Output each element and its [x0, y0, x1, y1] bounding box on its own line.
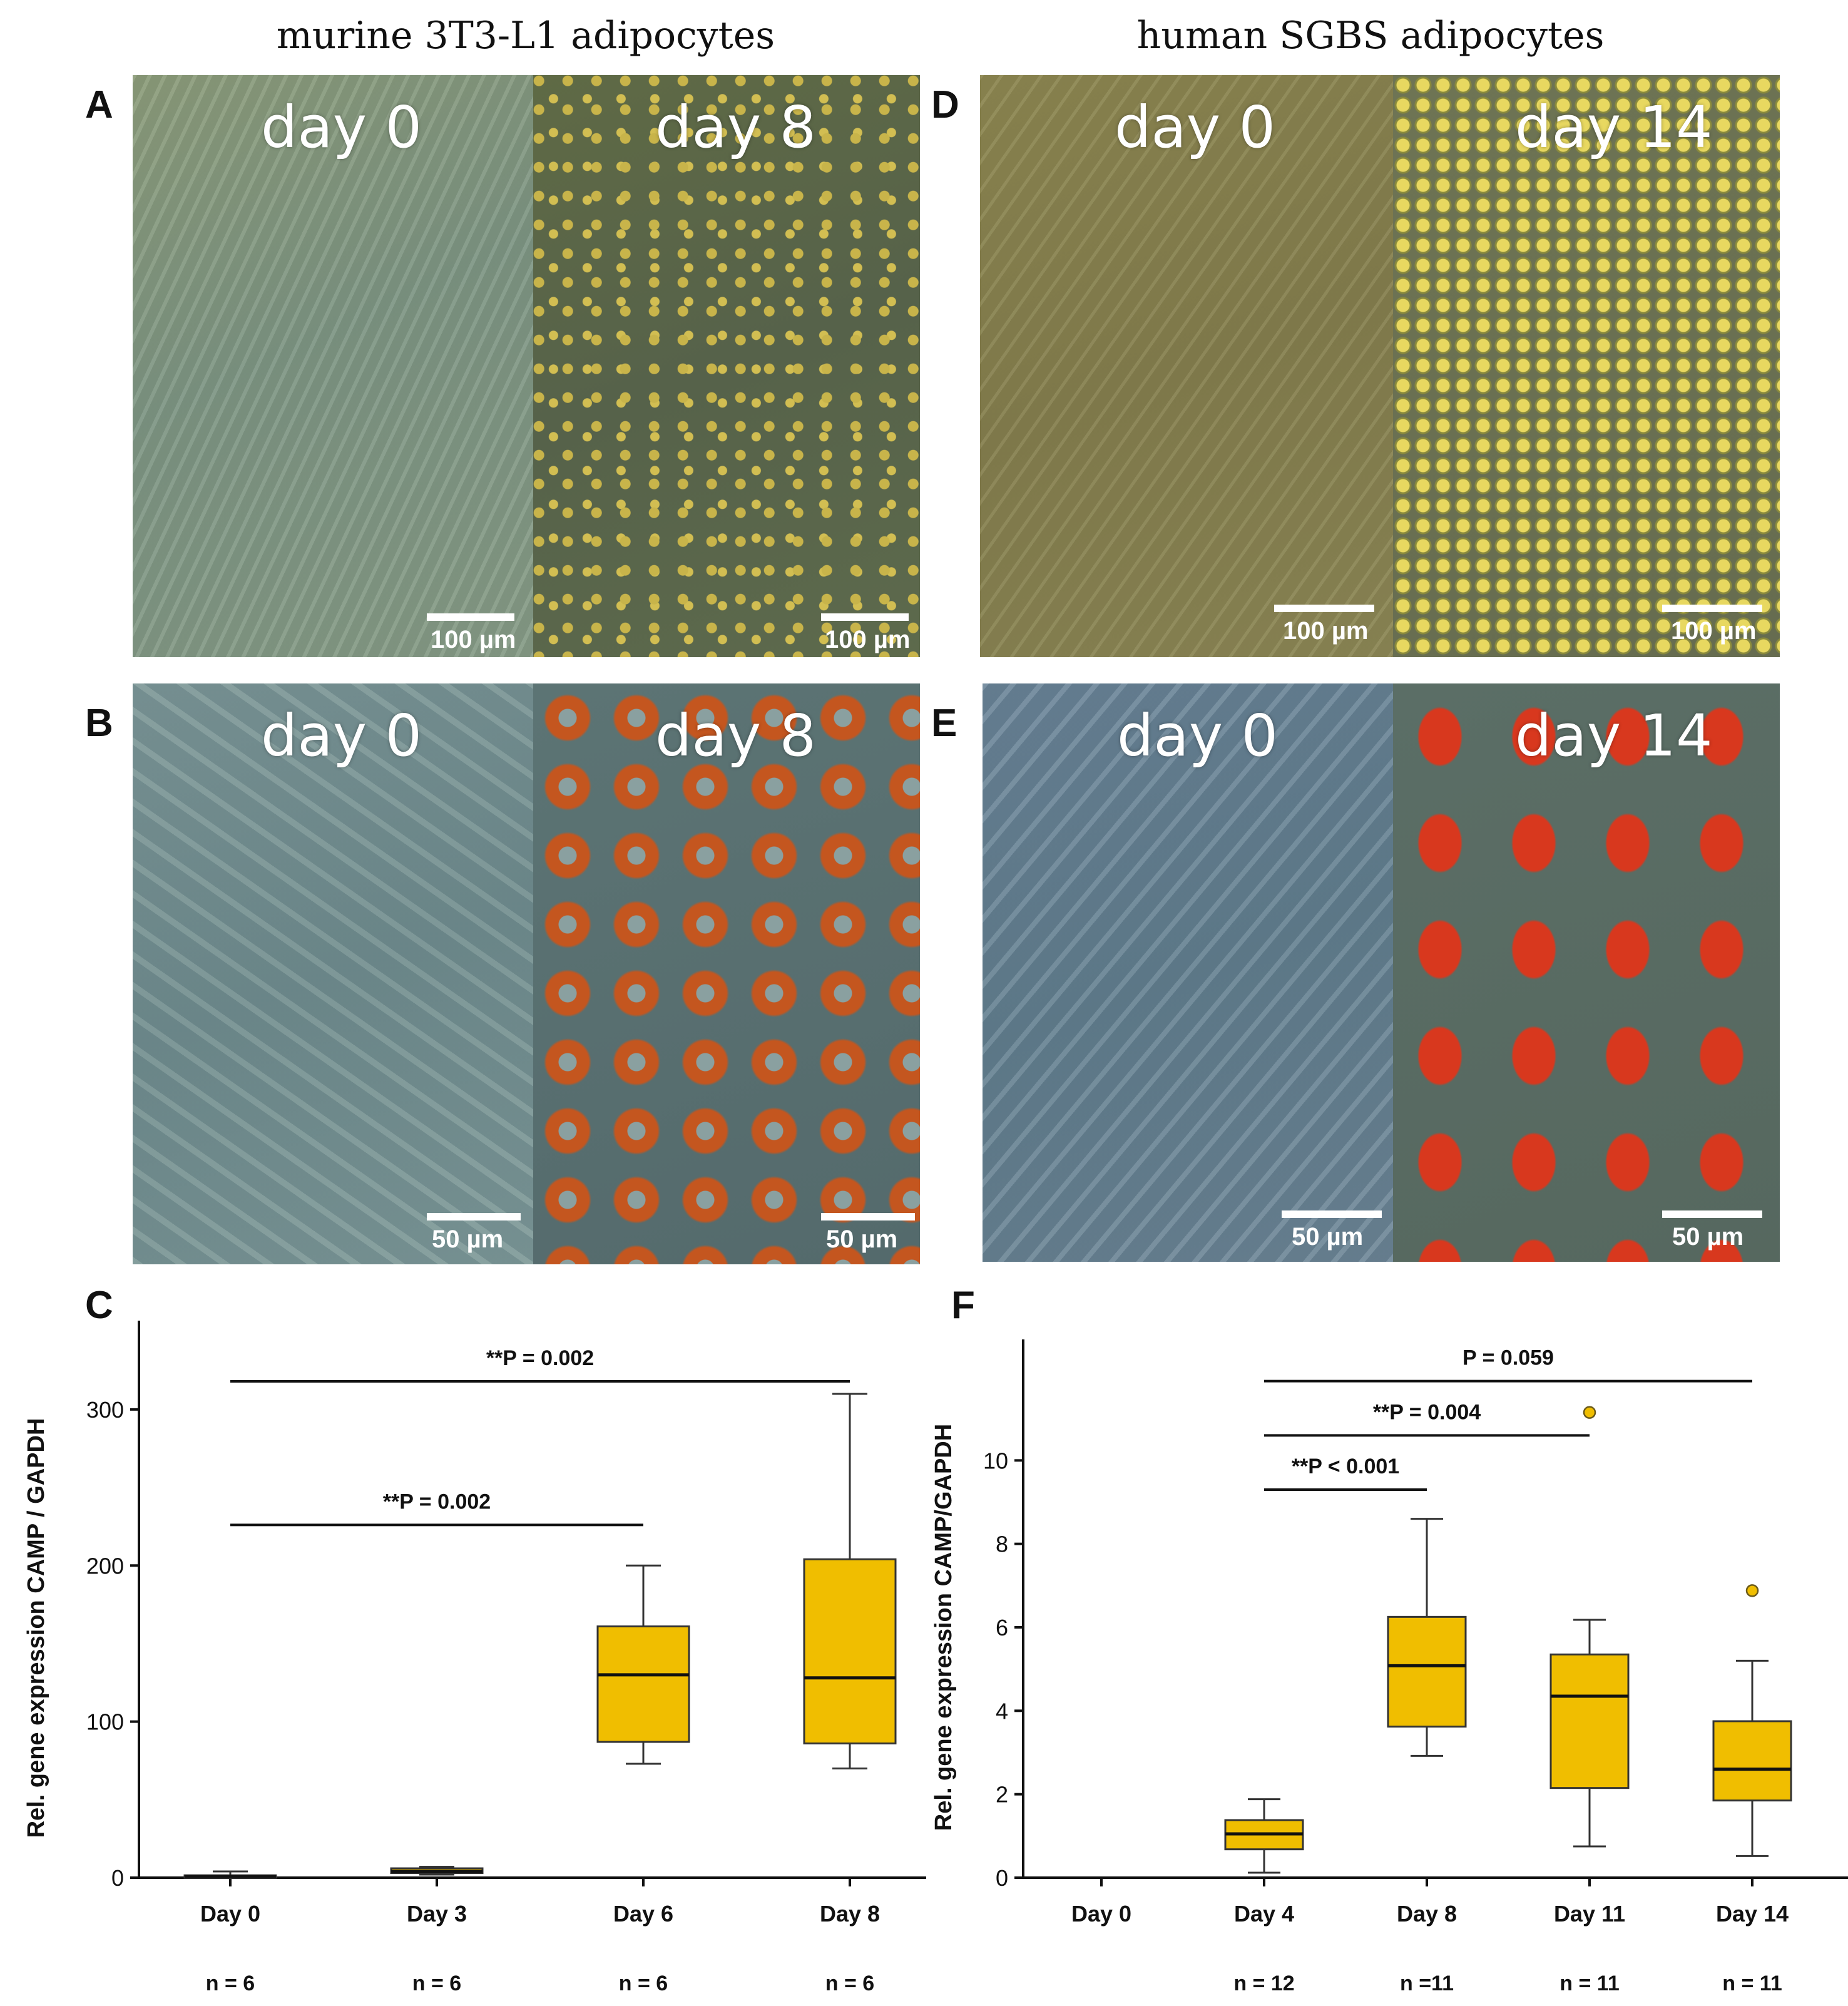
significance-label: P = 0.059 [1463, 1346, 1554, 1370]
y-axis-label: Rel. gene expression CAMP / GAPDH [23, 1418, 49, 1838]
panel-b-image-left: day 0 50 µm [133, 683, 533, 1264]
y-tick-label: 10 [983, 1448, 1008, 1473]
box [1387, 1615, 1467, 1728]
panel-a-image-right: day 8 100 µm [533, 75, 920, 657]
y-axis-label: Rel. gene expression CAMP/GAPDH [931, 1424, 957, 1831]
x-tick-label: Day 8 [1397, 1901, 1457, 1927]
significance-label: **P = 0.002 [383, 1490, 491, 1513]
panel-b-day-right: day 8 [655, 702, 816, 769]
y-tick-label: 300 [86, 1397, 124, 1423]
panel-letter-c: C [85, 1284, 113, 1327]
panel-letter-a: A [85, 83, 113, 126]
y-tick-label: 100 [86, 1709, 124, 1735]
chart-f: 0 2 4 6 8 10 Rel. gene expression CAMP/GAPDH Da… [931, 1339, 1848, 1995]
panel-b-day-left: day 0 [261, 702, 422, 769]
x-tick-label: Day 14 [1716, 1901, 1789, 1927]
n-label: n = 11 [1722, 1972, 1782, 1995]
significance-label: **P = 0.004 [1373, 1400, 1481, 1424]
y-tick-label: 200 [86, 1553, 124, 1579]
x-tick-label: Day 0 [200, 1901, 260, 1927]
x-tick-label: Day 0 [1071, 1901, 1131, 1927]
panel-letter-d: D [931, 83, 959, 126]
n-label: n = 12 [1233, 1972, 1294, 1995]
n-label: n = 11 [1560, 1972, 1619, 1995]
n-label: n = 6 [619, 1972, 668, 1995]
outlier-point [1583, 1406, 1596, 1419]
panel-letter-e: E [931, 702, 957, 745]
panel-a-day-right: day 8 [655, 94, 816, 161]
x-tick-label: Day 4 [1234, 1901, 1294, 1927]
column-title-human: human SGBS adipocytes [1136, 14, 1605, 58]
panel-e-image-right: day 14 50 µm [1393, 683, 1780, 1262]
panel-letter-b: B [85, 702, 113, 745]
n-label: n =11 [1400, 1972, 1454, 1995]
panel-d-image-left: day 0 100 µm [980, 75, 1393, 657]
column-title-murine: murine 3T3-L1 adipocytes [276, 14, 775, 58]
significance-label: **P < 0.001 [1292, 1455, 1399, 1478]
panel-a-day-left: day 0 [261, 94, 422, 161]
chart-c: 0 100 200 300 Rel. gene expression CAMP / GA… [23, 1321, 926, 1995]
panel-a-image-left: day 0 100 µm [133, 75, 533, 657]
panel-e-day-right: day 14 [1515, 702, 1713, 769]
n-label: n = 6 [825, 1972, 874, 1995]
panel-letter-f: F [951, 1284, 975, 1327]
y-tick-label: 0 [111, 1865, 124, 1891]
x-tick-label: Day 6 [613, 1901, 673, 1927]
box [803, 1558, 897, 1745]
y-tick-label: 8 [996, 1532, 1008, 1557]
panel-d-day-left: day 0 [1115, 94, 1275, 161]
panel-b-image-right: day 8 50 µm [533, 683, 920, 1264]
box [1549, 1653, 1630, 1789]
y-tick-label: 0 [996, 1865, 1008, 1891]
x-tick-label: Day 3 [407, 1901, 467, 1927]
y-tick-label: 6 [996, 1615, 1008, 1640]
x-tick-label: Day 8 [820, 1901, 880, 1927]
x-tick-label: Day 11 [1554, 1901, 1625, 1927]
panel-e-day-left: day 0 [1117, 702, 1278, 769]
n-label: n = 6 [412, 1972, 461, 1995]
panel-e-image-left: day 0 50 µm [983, 683, 1393, 1262]
outlier-point [1745, 1584, 1759, 1597]
n-label: n = 6 [206, 1972, 255, 1995]
y-tick-label: 4 [996, 1698, 1008, 1724]
significance-label: **P = 0.002 [486, 1346, 594, 1370]
box [596, 1625, 690, 1743]
panel-d-image-right: day 14 100 µm [1393, 75, 1780, 657]
y-tick-label: 2 [996, 1782, 1008, 1808]
box [1712, 1720, 1792, 1802]
panel-d-day-right: day 14 [1515, 94, 1713, 161]
